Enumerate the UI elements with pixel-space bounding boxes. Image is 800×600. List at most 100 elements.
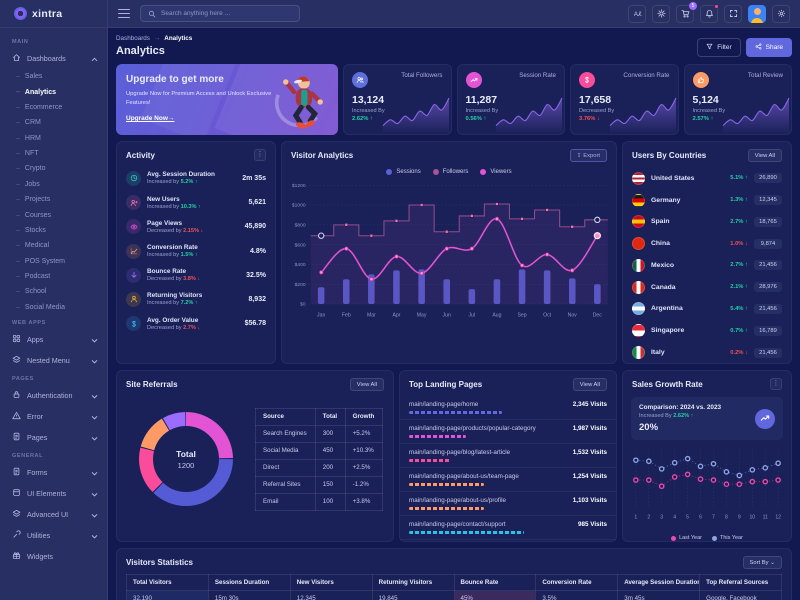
sidebar-item-icon (12, 551, 21, 562)
sidebar-subitem[interactable]: – Social Media (16, 303, 65, 311)
stat-icon (697, 71, 705, 89)
stat-value: 5,124 (692, 94, 719, 106)
sidebar-item-icon (12, 334, 21, 345)
referrals-view-all-button[interactable]: View All (349, 378, 384, 392)
svg-text:Mar: Mar (367, 313, 376, 319)
language-button[interactable]: A (628, 4, 646, 23)
notifications-button[interactable] (700, 3, 719, 23)
funnel-icon (706, 43, 713, 52)
user-avatar[interactable] (748, 4, 766, 23)
stat-label: Total Followers (401, 72, 443, 79)
page-title: Analytics (116, 45, 165, 57)
filter-button[interactable]: Filter (697, 38, 741, 57)
sidebar-subitem[interactable]: – Ecommerce (16, 103, 63, 111)
home-icon (12, 53, 21, 64)
stat-change-label: Decreased By (579, 108, 615, 114)
sidebar-subitem[interactable]: – Courses (16, 211, 51, 219)
landing-pages-view-all-button[interactable]: View All (572, 378, 607, 392)
landing-page-path[interactable]: main/landing-page/about-us/profile (409, 496, 506, 504)
landing-page-visits: 985 Visits (578, 520, 607, 528)
activity-icon (130, 218, 138, 236)
logo[interactable]: xintra (0, 0, 108, 28)
fullscreen-button[interactable] (724, 4, 742, 23)
table-header: Sessions Duration (207, 574, 291, 592)
sidebar-subitem[interactable]: – NFT (16, 150, 39, 158)
breadcrumb-dashboards[interactable]: Dashboards (116, 35, 150, 42)
main-content: Dashboards → Analytics Analytics Filter … (108, 28, 800, 600)
sidebar-subitem[interactable]: – Podcast (16, 273, 51, 281)
landing-page-path[interactable]: main/landing-page/products/popular-categ… (409, 424, 536, 432)
sidebar-item[interactable]: Apps (0, 329, 107, 350)
sidebar-subitem[interactable]: – HRM (16, 134, 41, 142)
search-box (140, 5, 300, 22)
settings-button[interactable] (772, 4, 790, 23)
table-cell: 3.5% (535, 590, 619, 600)
sidebar-subitem[interactable]: – Sales (16, 73, 43, 81)
sidebar-item[interactable]: Nested Menu (0, 350, 107, 371)
landing-page-path[interactable]: main/landing-page/about-us/team-page (409, 472, 519, 480)
sidebar-item-icon (12, 432, 21, 443)
svg-text:2: 2 (647, 515, 650, 521)
sort-by-button[interactable]: Sort By ⌄ (742, 556, 782, 570)
svg-text:8: 8 (725, 515, 728, 521)
country-users-count: 9,874 (754, 238, 782, 249)
sidebar-item[interactable]: Error (0, 406, 107, 427)
sidebar-item[interactable]: Forms (0, 462, 107, 483)
country-flag (632, 171, 645, 185)
fullscreen-icon (729, 5, 738, 23)
theme-toggle-button[interactable] (652, 4, 670, 23)
stat-icon (356, 71, 364, 89)
landing-page-visits: 2,345 Visits (572, 400, 607, 408)
country-row: United States 5.1% ↑ 26,890 (623, 167, 791, 189)
table-row: Search Engines 300 +5.2% (255, 424, 384, 443)
sidebar-subitem[interactable]: – Jobs (16, 180, 40, 188)
landing-page-path[interactable]: main/landing-page/contact/support (409, 520, 506, 528)
table-row: Social Media 450 +10.3% (255, 441, 384, 460)
sidebar-item[interactable]: Widgets (0, 546, 107, 567)
landing-page-row: main/landing-page/contact/support 985 Vi… (400, 516, 616, 541)
activity-value: 4.8% (250, 247, 266, 255)
upgrade-card: Upgrade to get more Upgrade Now for Prem… (116, 64, 338, 136)
sidebar-subitem[interactable]: – Stocks (16, 226, 46, 234)
sidebar-item[interactable]: Advanced UI (0, 504, 107, 525)
sidebar-item[interactable]: Pages (0, 427, 107, 448)
table-cell: 12,345 (289, 590, 373, 600)
cart-button[interactable]: 5 (676, 1, 697, 23)
countries-view-all-button[interactable]: View All (747, 149, 782, 163)
activity-icon (130, 242, 138, 260)
landing-page-visits: 1,987 Visits (572, 424, 607, 432)
svg-text:Jan: Jan (317, 313, 325, 319)
sidebar-item-dashboards[interactable]: Dashboards (0, 48, 107, 69)
sidebar-subitem[interactable]: – Analytics (16, 88, 57, 96)
sidebar-subitem[interactable]: – School (16, 288, 47, 296)
table-header: Conversion Rate (535, 574, 619, 592)
sidebar-item[interactable]: Authentication (0, 385, 107, 406)
stat-value: 13,124 (352, 94, 385, 106)
landing-page-path[interactable]: main/landing-page/blog/latest-article (409, 448, 511, 456)
menu-toggle-icon[interactable] (118, 8, 130, 19)
landing-page-progress-bar (409, 483, 485, 487)
country-row: Italy 0.2% ↓ 21,456 (623, 342, 791, 364)
activity-row: Returning Visitors Increased by 7.2% ↑ 8… (117, 287, 275, 311)
sidebar-subitem[interactable]: – Crypto (16, 165, 46, 173)
logo-text: xintra (32, 7, 63, 20)
chevron-down-icon (90, 511, 98, 518)
sidebar-subitem[interactable]: – Projects (16, 196, 51, 204)
sidebar-item[interactable]: Utilities (0, 525, 107, 546)
search-input[interactable] (161, 10, 292, 17)
sidebar-subitem[interactable]: – Medical (16, 242, 50, 250)
svg-text:5: 5 (686, 515, 689, 521)
share-button[interactable]: Share (745, 38, 792, 57)
sidebar-subitem[interactable]: – POS System (16, 257, 65, 265)
sales-growth-more-button[interactable]: ⋮ (770, 378, 782, 391)
sidebar-subitem[interactable]: – CRM (16, 119, 41, 127)
table-header: Returning Visitors (371, 574, 455, 592)
activity-more-button[interactable]: ⋮ (254, 149, 266, 162)
export-button[interactable]: ⇪ Export (569, 149, 607, 163)
landing-page-path[interactable]: main/landing-page/home (409, 400, 479, 408)
upgrade-link[interactable]: Upgrade Now→ (126, 115, 175, 123)
sales-growth-title: Sales Growth Rate (632, 379, 703, 389)
sidebar-section-general: GENERAL (12, 453, 44, 459)
stat-card: Total Review 5,124 Increased By 2.57% ↑ (683, 64, 792, 136)
sidebar-item[interactable]: UI Elements (0, 483, 107, 504)
